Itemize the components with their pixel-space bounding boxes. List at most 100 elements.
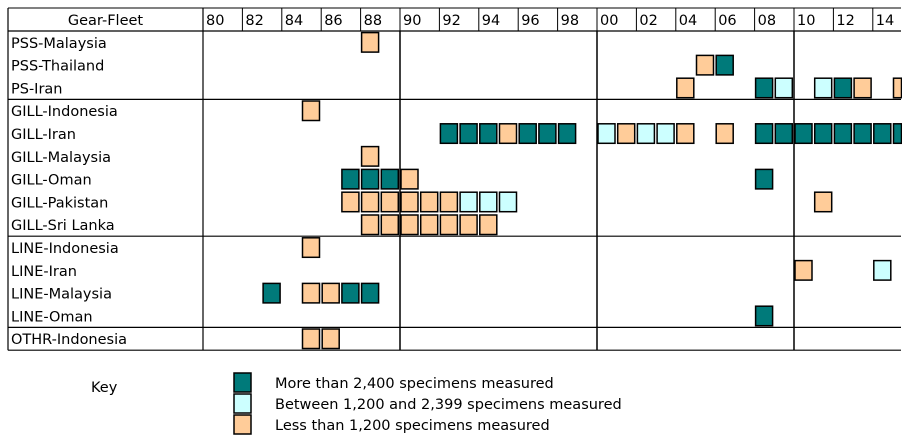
year-label: 84 (285, 13, 303, 29)
row-label: PSS-Malaysia (11, 36, 107, 52)
year-label: 88 (364, 13, 382, 29)
year-label: 10 (797, 13, 815, 29)
row-label: GILL-Indonesia (11, 104, 118, 120)
data-cell-high (262, 282, 281, 304)
data-cell-high (518, 123, 537, 145)
data-cell-low (341, 191, 360, 213)
year-label: 80 (206, 13, 224, 29)
year-label: 82 (245, 13, 263, 29)
data-cell-low (676, 77, 695, 99)
data-cell-high (380, 168, 400, 190)
data-cell-low (459, 214, 478, 236)
data-cell-mid (656, 123, 675, 145)
data-cell-low (695, 54, 715, 76)
data-cell-low (794, 259, 813, 281)
row-label: GILL-Sri Lanka (11, 218, 115, 234)
data-cell-low (360, 191, 380, 213)
data-cell-mid (479, 191, 498, 213)
row-label: PS-Iran (11, 81, 63, 97)
year-label: 06 (718, 13, 736, 29)
key-title: Key (91, 380, 118, 396)
data-cell-high (813, 123, 833, 145)
data-cell-low (301, 328, 321, 350)
data-cell-high (833, 123, 853, 145)
key-label-mid: Between 1,200 and 2,399 specimens measur… (275, 397, 622, 413)
year-label: 92 (442, 13, 460, 29)
data-cell-low (892, 77, 902, 99)
row-label: GILL-Pakistan (11, 195, 108, 211)
row-label: GILL-Iran (11, 127, 76, 143)
data-cell-low (853, 77, 872, 99)
data-cell-high (459, 123, 478, 145)
row-label: PSS-Thailand (11, 59, 104, 75)
year-label: 02 (639, 13, 657, 29)
row-label: LINE-Oman (11, 309, 93, 325)
data-cell-low (479, 214, 498, 236)
data-cell-mid (597, 123, 616, 145)
row-label: GILL-Malaysia (11, 150, 111, 166)
data-cell-low (301, 237, 321, 259)
chart-grid (7, 7, 901, 351)
data-cell-high (341, 282, 360, 304)
data-cell-high (538, 123, 557, 145)
data-cell-low (321, 282, 340, 304)
data-cell-high (754, 77, 774, 99)
data-cell-high (479, 123, 498, 145)
year-label: 86 (324, 13, 342, 29)
row-label: LINE-Malaysia (11, 287, 112, 303)
data-cell-high (754, 305, 774, 327)
data-cell-low (301, 282, 321, 304)
year-label: 98 (561, 13, 579, 29)
data-cell-low (439, 191, 459, 213)
data-cell-high (439, 123, 459, 145)
data-cell-mid (813, 77, 833, 99)
data-cell-mid (498, 191, 518, 213)
data-cell-low (400, 214, 419, 236)
data-cell-high (754, 123, 774, 145)
data-cell-high (341, 168, 360, 190)
data-cell-high (754, 168, 774, 190)
year-label: 96 (521, 13, 539, 29)
data-cell-high (794, 123, 813, 145)
row-label: LINE-Iran (11, 264, 77, 280)
data-cell-low (360, 31, 380, 53)
data-cell-low (360, 214, 380, 236)
data-cell-low (360, 145, 380, 167)
year-label: 90 (403, 13, 421, 29)
data-cell-low (400, 191, 419, 213)
data-cell-high (892, 123, 902, 145)
key-label-low: Less than 1,200 specimens measured (275, 418, 550, 434)
key-swatch-low (233, 414, 252, 435)
data-cell-low (301, 100, 321, 122)
data-cell-high (873, 123, 892, 145)
data-cell-low (813, 191, 833, 213)
data-cell-low (439, 214, 459, 236)
data-cell-high (774, 123, 794, 145)
row-label: LINE-Indonesia (11, 241, 119, 257)
data-cell-mid (459, 191, 478, 213)
year-label: 94 (482, 13, 500, 29)
year-label: 00 (600, 13, 618, 29)
key-swatch-high (233, 372, 252, 393)
year-label: 14 (876, 13, 894, 29)
chart-cells (262, 31, 902, 350)
data-cell-low (419, 214, 439, 236)
data-cell-high (557, 123, 577, 145)
data-cell-mid (873, 259, 892, 281)
key-swatch-mid (233, 393, 252, 414)
data-cell-low (676, 123, 695, 145)
data-cell-low (616, 123, 636, 145)
chart-key: Key More than 2,400 specimens measured Bet… (91, 372, 622, 435)
year-label: 04 (679, 13, 697, 29)
data-cell-low (400, 168, 419, 190)
row-label: GILL-Oman (11, 173, 92, 189)
data-cell-high (833, 77, 853, 99)
data-cell-high (360, 168, 380, 190)
year-label: 08 (758, 13, 776, 29)
chart-labels: Gear-Fleet 80 82 84 86 88 90 92 94 96 98 00 02 04 06 08… (11, 13, 894, 348)
data-cell-low (380, 214, 400, 236)
key-label-high: More than 2,400 specimens measured (275, 376, 554, 392)
header-gear-fleet: Gear-Fleet (68, 13, 144, 29)
row-label: OTHR-Indonesia (11, 332, 127, 348)
